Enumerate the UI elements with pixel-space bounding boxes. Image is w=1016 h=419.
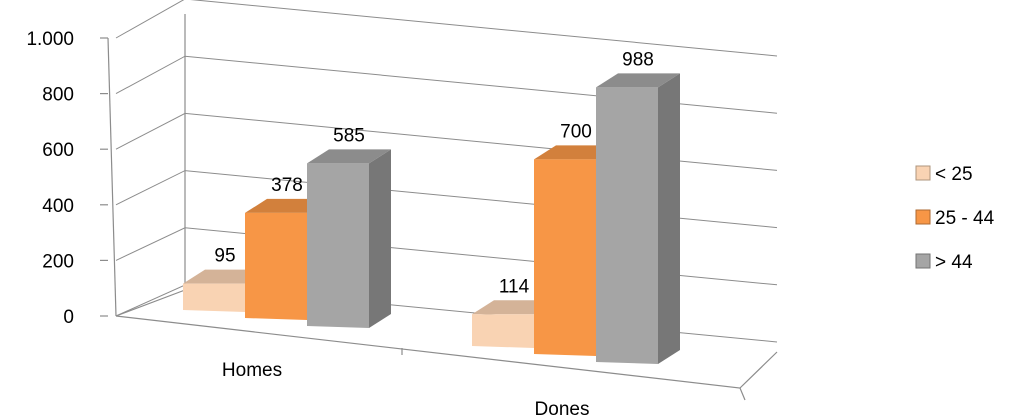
y-tick-label: 600 (42, 140, 74, 161)
data-labels: 95 378 585 114 700 988 (214, 49, 653, 297)
legend-label: < 25 (935, 164, 973, 185)
legend-label: > 44 (935, 252, 973, 273)
data-label: 378 (271, 175, 303, 196)
legend: < 25 25 - 44 > 44 (915, 164, 995, 273)
bar (596, 87, 658, 364)
category-labels: Homes Dones (222, 360, 590, 419)
floor-right-edge (739, 351, 778, 389)
data-label: 114 (499, 276, 530, 297)
data-label: 95 (214, 246, 235, 267)
bar-side (658, 73, 680, 364)
bar-top (307, 149, 391, 164)
bar (534, 159, 596, 356)
bar (245, 212, 307, 320)
chart-walls (107, 14, 186, 317)
category-label: Dones (535, 399, 590, 419)
gridline (115, 0, 778, 57)
data-label: 700 (560, 121, 592, 142)
category-label: Homes (222, 360, 282, 381)
bar-top (596, 73, 680, 88)
legend-swatch (915, 253, 931, 269)
legend-label: 25 - 44 (935, 208, 995, 229)
bar (183, 283, 245, 312)
y-tick-label: 400 (42, 196, 74, 217)
legend-swatch (915, 165, 931, 181)
bar (472, 314, 534, 348)
y-tick-label: 200 (42, 251, 74, 272)
data-label: 988 (622, 49, 654, 70)
bars (183, 73, 680, 364)
data-label: 585 (333, 125, 365, 146)
y-axis-line (107, 37, 117, 317)
gridline (115, 55, 778, 114)
gridlines (115, 0, 778, 343)
y-tick-label: 1.000 (26, 29, 74, 50)
bar (307, 163, 369, 328)
y-axis-ticks: 0 200 400 600 800 1.000 (26, 29, 108, 328)
y-tick-label: 800 (42, 85, 74, 106)
chart-floor (115, 289, 778, 401)
bar-side (369, 149, 391, 328)
legend-swatch (915, 209, 931, 225)
floor-left-edge (115, 289, 186, 317)
y-tick-label: 0 (63, 307, 74, 328)
